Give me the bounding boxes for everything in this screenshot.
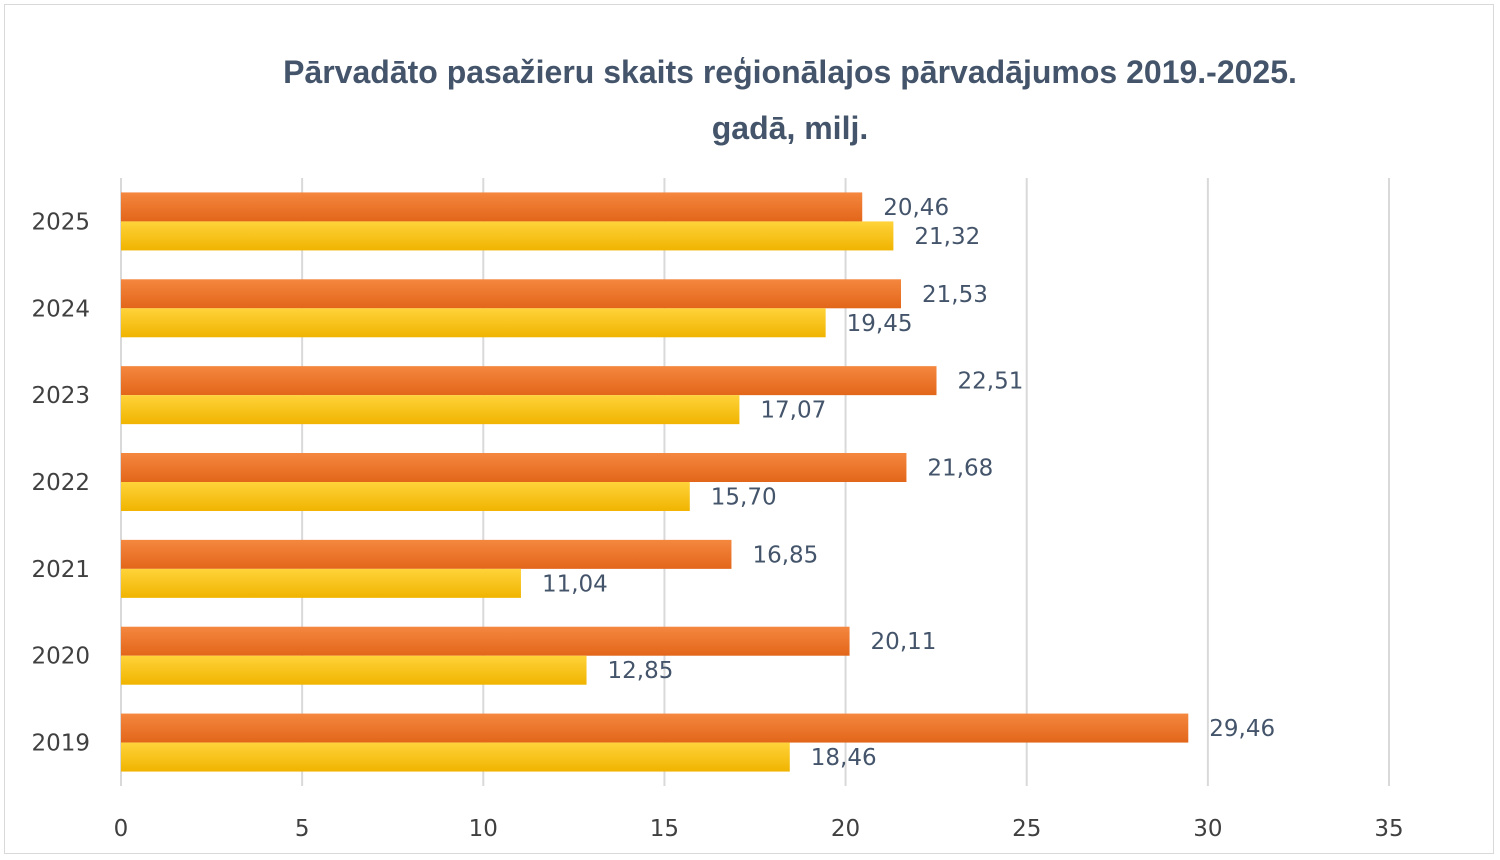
data-label-series-yellow-2024: 19,45 [847, 311, 913, 337]
bar-series-yellow-2019 [121, 742, 790, 772]
bar-series-orange-2019 [121, 713, 1189, 743]
x-tick-label: 5 [295, 816, 310, 842]
data-label-series-yellow-2022: 15,70 [711, 485, 777, 511]
bar-series-yellow-2023 [121, 395, 740, 425]
x-tick-label: 35 [1374, 816, 1403, 842]
data-label-series-yellow-2020: 12,85 [608, 658, 674, 684]
y-tick-label: 2022 [31, 470, 90, 496]
data-labels: 29,46 18,46 20,11 12,85 16,85 11,04 21,68 15,70… [542, 195, 1275, 771]
data-label-series-yellow-2025: 21,32 [914, 224, 980, 250]
y-tick-label: 2024 [31, 296, 90, 322]
y-tick-label: 2021 [31, 557, 90, 583]
data-label-series-orange-2020: 20,11 [871, 629, 937, 655]
bar-series-yellow-2025 [121, 221, 894, 251]
data-label-series-orange-2019: 29,46 [1209, 716, 1275, 742]
x-tick-label: 20 [831, 816, 860, 842]
data-label-series-orange-2025: 20,46 [883, 195, 949, 221]
data-label-series-orange-2024: 21,53 [922, 282, 988, 308]
bar-series-orange-2022 [121, 453, 907, 482]
chart-frame [4, 4, 1494, 854]
data-label-series-orange-2021: 16,85 [752, 542, 818, 568]
chart-title: Pārvadāto pasažieru skaits reģionālajos … [0, 44, 1500, 156]
bar-series-orange-2024 [121, 279, 902, 309]
chart-title-line1: Pārvadāto pasažieru skaits reģionālajos … [283, 54, 1297, 90]
x-tick-label: 30 [1193, 816, 1222, 842]
data-label-series-orange-2023: 22,51 [958, 369, 1024, 395]
bar-series-orange-2023 [121, 366, 937, 396]
x-tick-label: 10 [469, 816, 498, 842]
chart-title-line2: gadā, milj. [711, 110, 869, 146]
y-tick-label: 2023 [31, 383, 90, 409]
data-label-series-orange-2022: 21,68 [927, 456, 993, 482]
bar-series-orange-2025 [121, 192, 863, 222]
bar-series-orange-2021 [121, 539, 732, 569]
bar-series-orange-2020 [121, 626, 850, 656]
y-axis-labels: 2019 2020 2021 2022 2023 2024 2025 [31, 209, 90, 756]
bar-series-yellow-2022 [121, 482, 690, 511]
x-axis-labels: 0 5 10 15 20 25 30 35 [114, 816, 1404, 842]
y-tick-label: 2020 [31, 644, 90, 670]
y-tick-label: 2019 [31, 731, 90, 757]
data-label-series-yellow-2023: 17,07 [760, 398, 826, 424]
x-tick-label: 25 [1012, 816, 1041, 842]
bar-series-yellow-2020 [121, 655, 587, 685]
bar-series-yellow-2021 [121, 568, 521, 598]
bar-series-yellow-2024 [121, 308, 826, 338]
y-tick-label: 2025 [31, 209, 90, 235]
x-tick-label: 15 [650, 816, 679, 842]
data-label-series-yellow-2021: 11,04 [542, 571, 608, 597]
bars [121, 192, 1189, 772]
x-tick-label: 0 [114, 816, 129, 842]
data-label-series-yellow-2019: 18,46 [811, 745, 877, 771]
